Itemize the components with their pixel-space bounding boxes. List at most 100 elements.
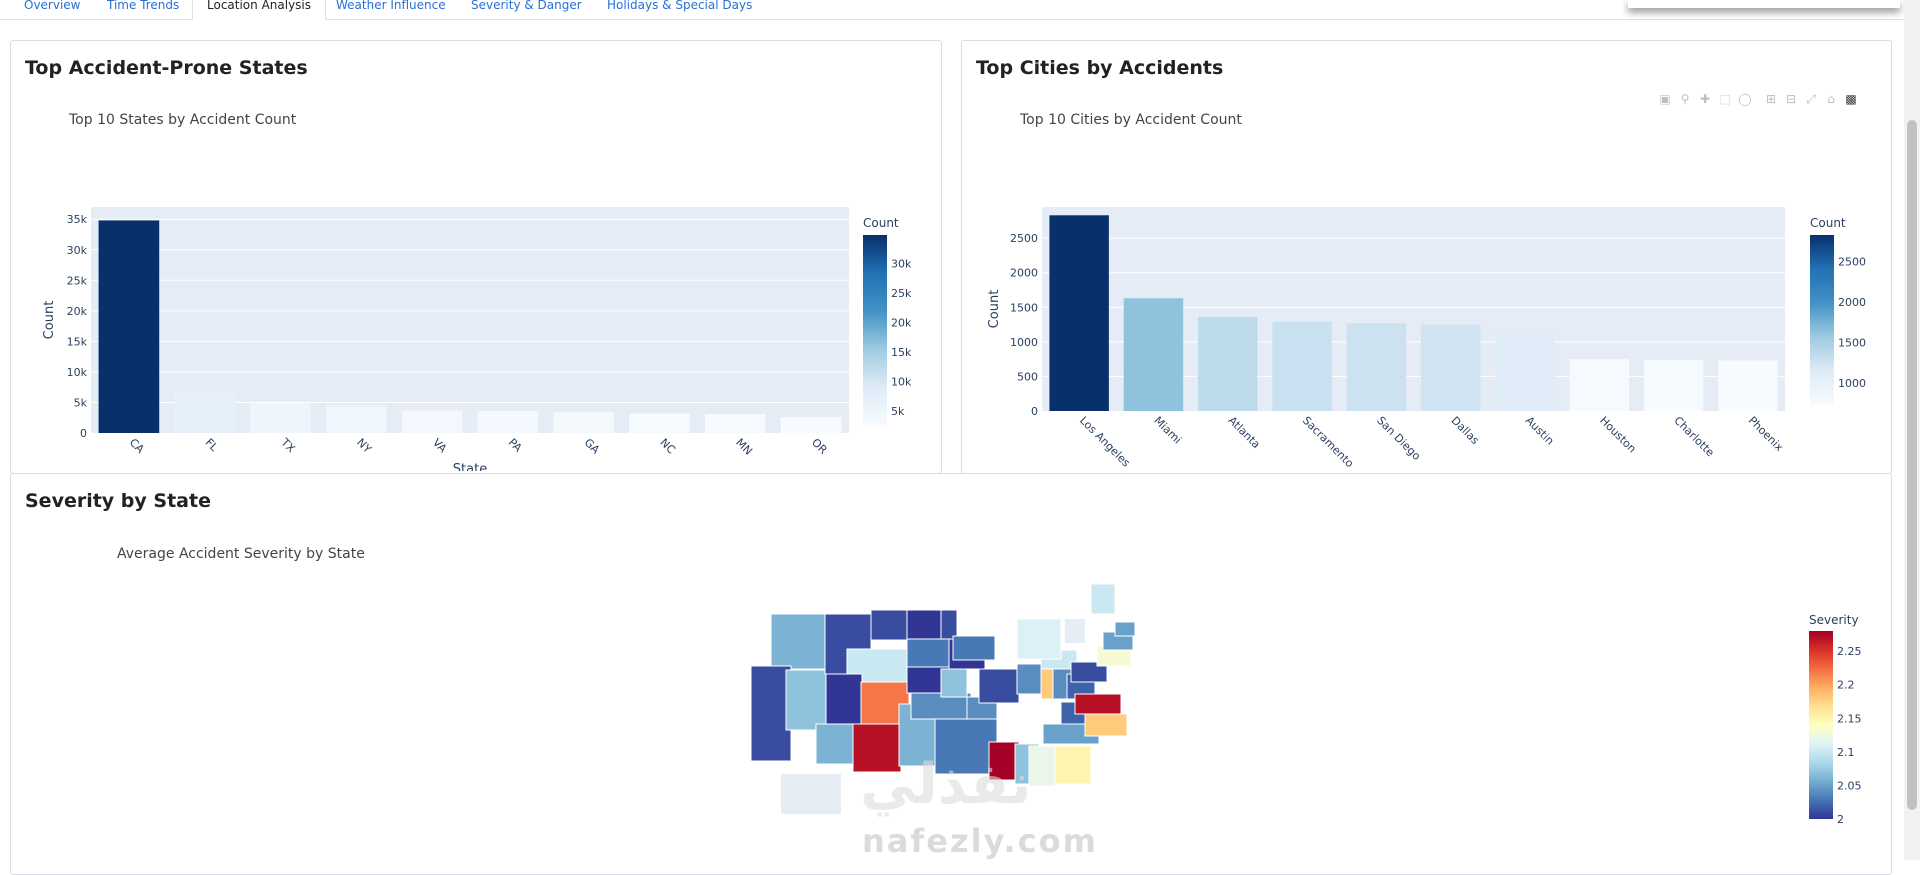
states-bar (250, 403, 311, 433)
states-colorbar-tick: 10k (891, 375, 912, 388)
lasso-icon[interactable]: ◯ (1738, 92, 1752, 106)
severity-colorbar-tick: 2.1 (1837, 746, 1855, 759)
cities-bar (1049, 215, 1109, 411)
cities-xtick-label: Austin (1523, 414, 1557, 448)
autoscale-icon[interactable]: ⤢ (1806, 92, 1816, 106)
plot-modebar: ▣ ⚲ ✚ ⬚ ◯ ⊞ ⊟ ⤢ ⌂ ▩ (1656, 88, 1862, 106)
states-xtick-label: PA (506, 436, 525, 455)
cities-yaxis-label: Count (987, 290, 1002, 329)
state-region (1090, 583, 1116, 615)
watermark-arabic: نفذلي (860, 752, 1032, 817)
zoom-out-icon[interactable]: ⊟ (1785, 92, 1797, 106)
states-xtick-label: CA (127, 436, 147, 456)
cities-xtick-label: Los Angeles (1077, 414, 1133, 470)
tab-overview[interactable]: Overview (24, 0, 81, 12)
scrollbar-thumb[interactable] (1907, 120, 1917, 810)
state-region (978, 668, 1020, 704)
zoom-in-icon[interactable]: ⊞ (1765, 92, 1777, 106)
tab-holidays-special-days[interactable]: Holidays & Special Days (607, 0, 753, 12)
state-region (1114, 621, 1136, 637)
popup-shadow (1628, 0, 1900, 8)
tab-severity-danger[interactable]: Severity & Danger (471, 0, 582, 12)
cities-colorbar-title: Count (1810, 216, 1846, 230)
plotly-logo-icon[interactable]: ▩ (1845, 92, 1857, 106)
cities-bar-chart: 0 500 1000 1500 2000 2500 Los Angeles Miami Atla… (987, 207, 1866, 470)
states-bar (98, 220, 160, 433)
severity-map-title: Average Accident Severity by State (117, 546, 365, 562)
severity-card-heading: Severity by State (25, 490, 211, 512)
state-region (781, 774, 841, 814)
tab-weather-influence[interactable]: Weather Influence (336, 0, 446, 12)
cities-xtick-label: Charlotte (1671, 414, 1716, 459)
cities-bar (1420, 324, 1481, 411)
cities-colorbar-tick: 2500 (1838, 256, 1866, 269)
state-region (1016, 618, 1062, 660)
state-region (815, 723, 857, 765)
cities-ytick-label: 2000 (1010, 267, 1038, 280)
states-ytick-label: 25k (67, 274, 88, 287)
state-region (952, 635, 996, 661)
cities-chart-title: Top 10 Cities by Accident Count (1020, 112, 1242, 128)
states-xtick-label: GA (582, 436, 603, 457)
tab-bar: Overview Time Trends Location Analysis W… (0, 0, 1904, 20)
cities-bar (1198, 316, 1258, 411)
cities-bar (1643, 359, 1704, 411)
cities-bar (1272, 321, 1332, 411)
states-card-heading: Top Accident-Prone States (25, 57, 308, 79)
cities-xtick-label: Dallas (1449, 414, 1482, 447)
states-colorbar-title: Count (863, 216, 899, 230)
states-ytick-label: 5k (74, 396, 88, 409)
state-region (1084, 713, 1128, 737)
states-ytick-label: 20k (67, 305, 88, 318)
severity-card: Severity by State Average Accident Sever… (10, 473, 1892, 875)
cities-bar (1569, 359, 1629, 411)
states-ytick-label: 10k (67, 366, 88, 379)
box-select-icon[interactable]: ⬚ (1719, 92, 1731, 106)
watermark-text: nafezly.com (862, 822, 1098, 860)
severity-colorbar (1809, 631, 1833, 819)
cities-xtick-label: San Diego (1374, 414, 1423, 463)
states-xtick-label: TX (278, 435, 298, 455)
states-bar (477, 411, 539, 433)
states-colorbar-tick: 20k (891, 316, 912, 329)
cities-ytick-label: 0 (1031, 405, 1038, 418)
states-bar (401, 410, 463, 433)
states-yaxis-label: Count (42, 301, 57, 340)
states-bar-chart: 0 5k 10k 15k 20k 25k 30k 35k CA FL TX NY VA PA GA NC MN O… (42, 207, 912, 471)
state-region (940, 668, 968, 698)
state-region (934, 718, 998, 775)
states-ytick-label: 15k (67, 335, 88, 348)
tab-time-trends[interactable]: Time Trends (107, 0, 180, 12)
states-chart-title: Top 10 States by Accident Count (69, 112, 297, 128)
states-colorbar-tick: 15k (891, 346, 912, 359)
pan-icon[interactable]: ✚ (1699, 92, 1711, 106)
cities-colorbar (1810, 235, 1834, 405)
state-region (852, 723, 902, 773)
camera-icon[interactable]: ▣ (1659, 92, 1671, 106)
states-xaxis-label: State (453, 462, 487, 471)
cities-ytick-label: 1000 (1010, 336, 1038, 349)
states-xtick-label: FL (203, 436, 222, 455)
states-bar (325, 405, 387, 433)
cities-xtick-label: Phoenix (1746, 414, 1786, 454)
tab-location-analysis[interactable]: Location Analysis (192, 0, 327, 20)
cities-bar (1495, 333, 1555, 411)
severity-colorbar-title: Severity (1809, 613, 1859, 627)
states-xtick-label: NY (354, 436, 374, 456)
cities-bar (1123, 298, 1184, 411)
states-xtick-label: OR (809, 436, 830, 457)
states-bar (174, 390, 236, 433)
cities-xtick-label: Atlanta (1226, 414, 1263, 451)
cities-bar (1346, 323, 1407, 411)
severity-colorbar-tick: 2.2 (1837, 679, 1855, 692)
state-region (770, 613, 827, 670)
states-card: Top Accident-Prone States Top 10 States … (10, 40, 942, 474)
states-xtick-label: NC (657, 436, 678, 457)
zoom-icon[interactable]: ⚲ (1680, 92, 1690, 106)
states-colorbar-tick: 30k (891, 257, 912, 270)
home-icon[interactable]: ⌂ (1827, 92, 1835, 106)
states-bar (629, 413, 690, 433)
cities-ytick-label: 2500 (1010, 232, 1038, 245)
cities-xtick-label: Sacramento (1300, 414, 1356, 470)
severity-colorbar-tick: 2.05 (1837, 779, 1862, 792)
